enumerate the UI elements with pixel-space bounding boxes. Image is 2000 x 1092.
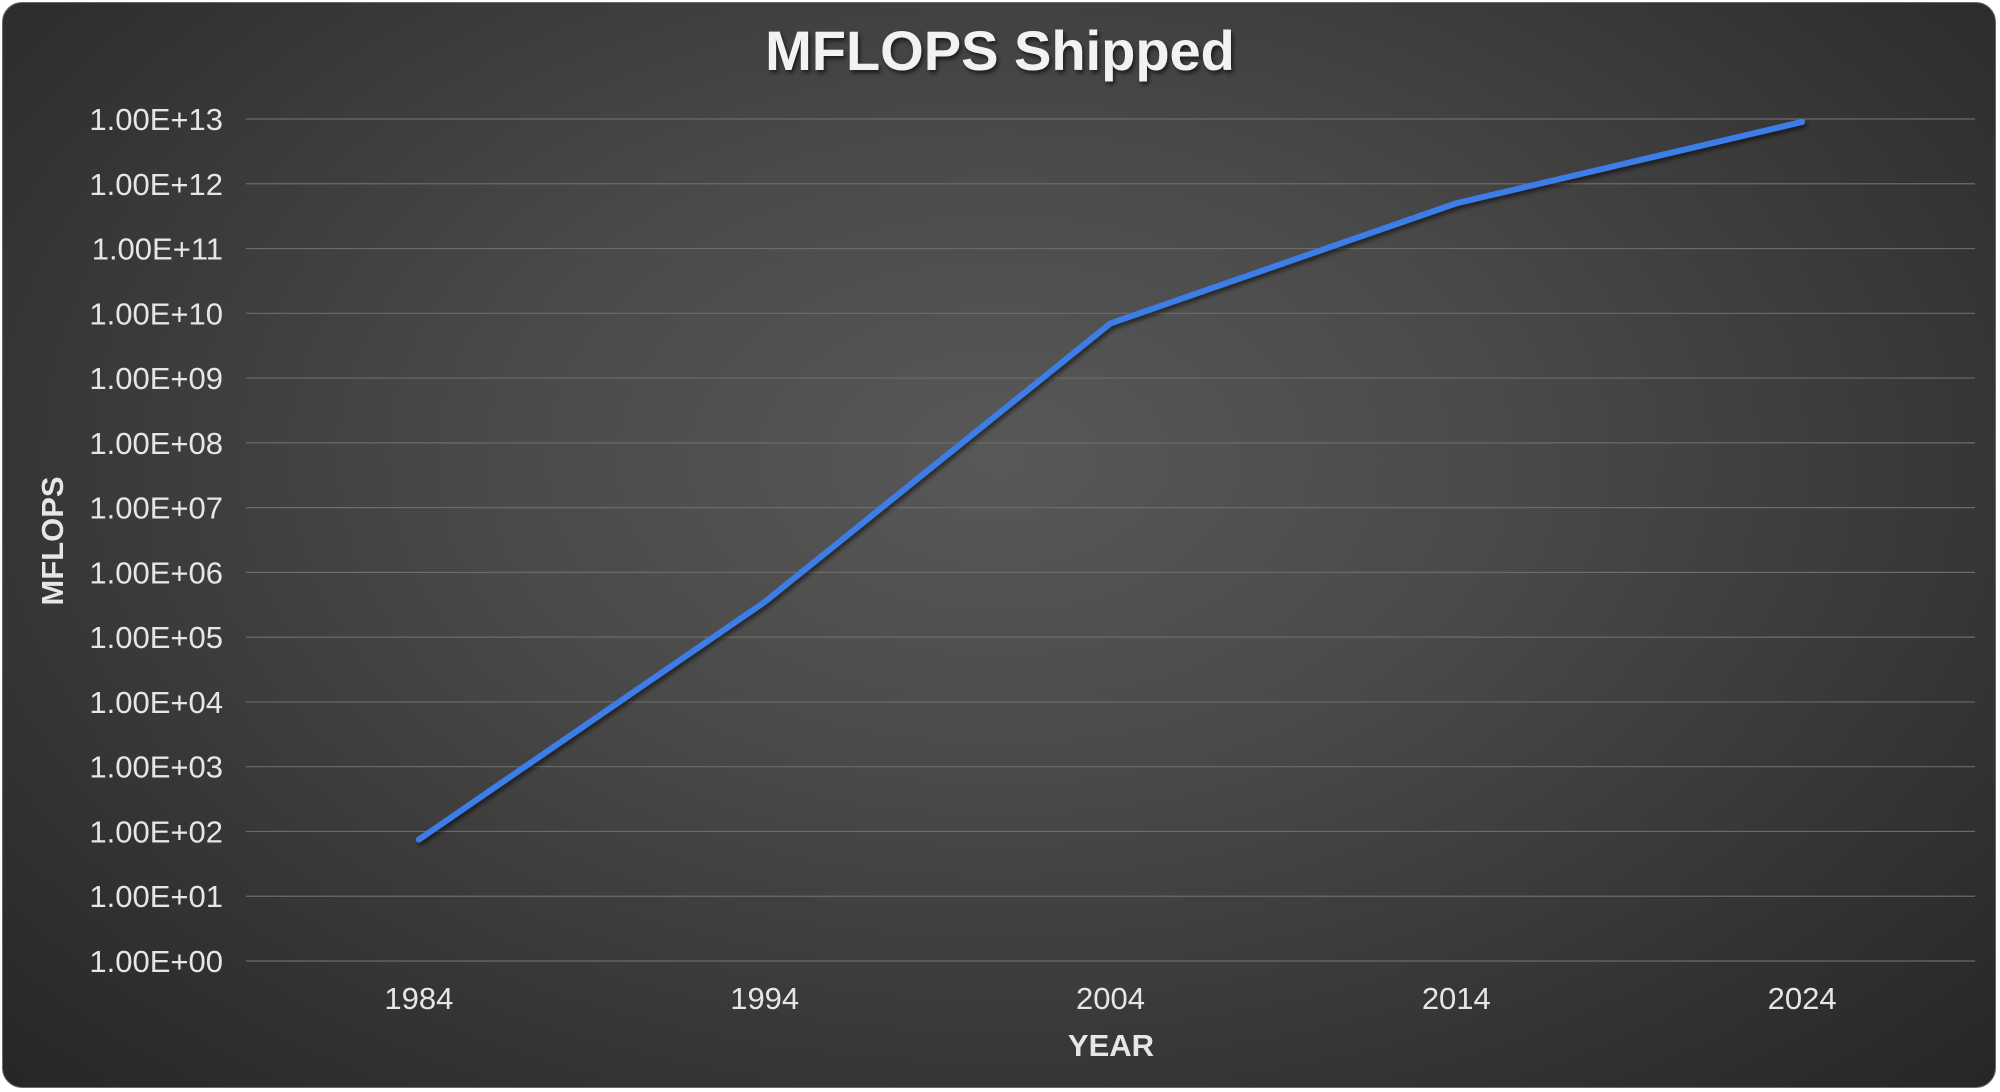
mflops-line-chart: 1.00E+00 1.00E+01 1.00E+02 1.00E+03 1.00E+04… [35, 19, 1975, 1063]
data-point [761, 598, 768, 605]
series-line-mflops [415, 118, 1806, 843]
y-tick-label: 1.00E+09 [89, 361, 223, 396]
data-point [1799, 118, 1806, 125]
y-axis-label: MFLOPS [35, 476, 70, 605]
data-point [1107, 320, 1114, 327]
y-tick-label: 1.00E+01 [89, 879, 223, 914]
data-point [415, 836, 422, 843]
gridlines [246, 118, 1975, 962]
x-tick-label: 1984 [384, 981, 453, 1016]
y-tick-label: 1.00E+12 [89, 167, 223, 202]
y-tick-label: 1.00E+06 [89, 555, 223, 590]
x-tick-label: 1994 [730, 981, 799, 1016]
x-tick-label: 2024 [1768, 981, 1837, 1016]
y-tick-label: 1.00E+13 [89, 102, 223, 137]
x-axis-label: YEAR [1068, 1028, 1154, 1063]
y-tick-label: 1.00E+10 [89, 296, 223, 331]
y-tick-label: 1.00E+05 [89, 620, 223, 655]
y-tick-label: 1.00E+00 [89, 944, 223, 979]
series-layer [415, 118, 1806, 843]
chart-title: MFLOPS Shipped [765, 19, 1235, 82]
y-tick-label: 1.00E+08 [89, 426, 223, 461]
y-tick-label: 1.00E+03 [89, 750, 223, 785]
y-tick-label: 1.00E+11 [92, 232, 223, 267]
y-tick-label: 1.00E+04 [89, 685, 223, 720]
x-tick-label: 2014 [1422, 981, 1491, 1016]
y-tick-label: 1.00E+07 [89, 491, 223, 526]
data-point [1453, 200, 1460, 207]
x-tick-label: 2004 [1076, 981, 1145, 1016]
x-axis-ticks: 1984 1994 2004 2014 2024 [384, 981, 1836, 1016]
y-axis-ticks: 1.00E+00 1.00E+01 1.00E+02 1.00E+03 1.00E+04… [89, 102, 223, 979]
y-tick-label: 1.00E+02 [89, 814, 223, 849]
